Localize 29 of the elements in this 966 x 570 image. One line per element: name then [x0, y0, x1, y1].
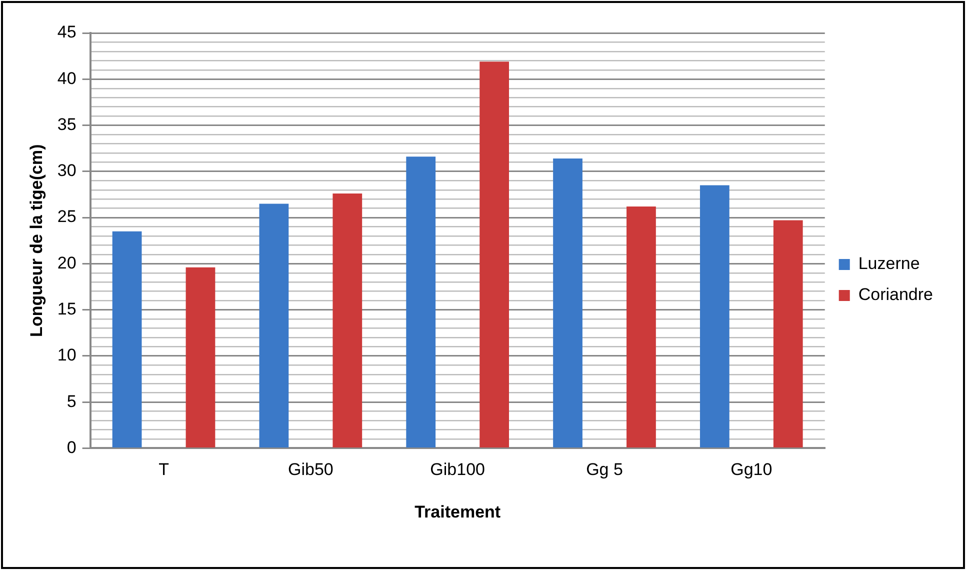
x-tick-label: Gg 5	[586, 460, 623, 480]
x-tick-label: T	[158, 460, 169, 480]
bar	[186, 267, 216, 448]
bar	[626, 206, 656, 448]
x-tick-label: Gib100	[430, 460, 485, 480]
y-tick-label: 0	[66, 438, 76, 457]
y-axis-title: Longueur de la tige(cm)	[26, 144, 46, 337]
y-tick-label: 10	[57, 346, 76, 365]
y-tick-label: 5	[66, 392, 76, 411]
x-tick-label: Gib50	[288, 460, 334, 480]
x-tick-label: Gg10	[730, 460, 772, 480]
bar	[259, 204, 289, 448]
y-tick-label: 15	[57, 299, 76, 318]
bar	[553, 158, 582, 448]
bar	[406, 156, 436, 448]
x-axis-title: Traitement	[414, 502, 501, 522]
y-tick-label: 25	[57, 207, 76, 226]
bar	[700, 185, 730, 448]
bar	[332, 194, 362, 448]
legend-label: Luzerne	[858, 254, 920, 274]
legend-label: Coriandre	[858, 285, 934, 304]
y-tick-label: 35	[57, 114, 76, 134]
bar	[773, 220, 803, 448]
bar	[480, 62, 509, 448]
y-tick-label: 30	[57, 161, 76, 180]
bar	[112, 231, 142, 448]
y-tick-label: 45	[57, 22, 76, 42]
y-tick-label: 20	[57, 253, 76, 272]
y-tick-label: 40	[57, 68, 76, 88]
